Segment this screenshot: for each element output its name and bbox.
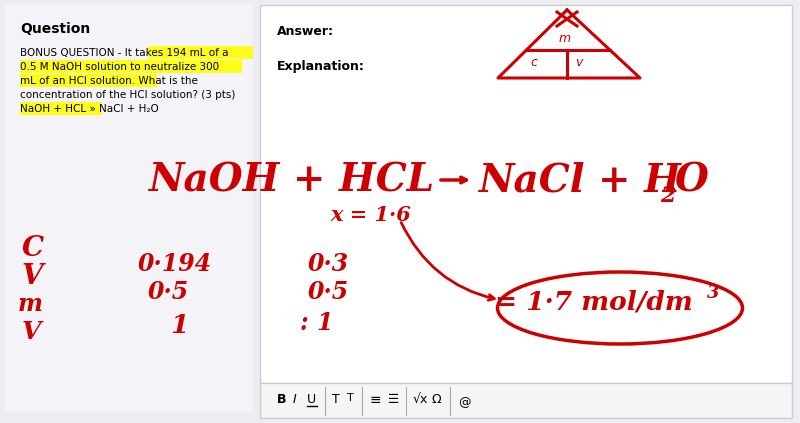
FancyBboxPatch shape — [20, 74, 157, 87]
Text: V: V — [22, 320, 42, 344]
Text: C: C — [22, 235, 44, 262]
Text: 1: 1 — [170, 313, 188, 338]
FancyBboxPatch shape — [20, 102, 102, 115]
Text: 2: 2 — [660, 185, 675, 207]
Text: 0·5: 0·5 — [308, 280, 350, 304]
FancyBboxPatch shape — [148, 46, 253, 59]
Text: 3: 3 — [707, 284, 719, 302]
Text: NaCl + H: NaCl + H — [478, 162, 681, 200]
FancyBboxPatch shape — [5, 5, 253, 413]
Text: 0·194: 0·194 — [138, 252, 212, 276]
Text: BONUS QUESTION - It takes 194 mL of a: BONUS QUESTION - It takes 194 mL of a — [20, 48, 229, 58]
Text: NaOH + HCL » NaCl + H₂O: NaOH + HCL » NaCl + H₂O — [20, 104, 158, 114]
Text: Explanation:: Explanation: — [277, 60, 365, 73]
FancyBboxPatch shape — [20, 60, 242, 73]
Text: concentration of the HCl solution? (3 pts): concentration of the HCl solution? (3 pt… — [20, 90, 235, 100]
Text: ☰: ☰ — [388, 393, 399, 406]
Text: T: T — [347, 393, 354, 403]
Text: m: m — [18, 292, 43, 316]
Text: Question: Question — [20, 22, 90, 36]
Text: v: v — [575, 56, 582, 69]
Text: 0.5 M NaOH solution to neutralize 300: 0.5 M NaOH solution to neutralize 300 — [20, 62, 219, 72]
Text: V: V — [22, 263, 43, 290]
Text: NaOH + HCL: NaOH + HCL — [148, 162, 434, 200]
Text: m: m — [559, 32, 571, 45]
Text: U: U — [307, 393, 316, 406]
Text: √x: √x — [413, 393, 428, 406]
Text: @: @ — [458, 396, 470, 409]
Text: I: I — [293, 393, 297, 406]
Text: Ω: Ω — [432, 393, 442, 406]
Text: x = 1·6: x = 1·6 — [330, 205, 410, 225]
Text: 0·5: 0·5 — [148, 280, 190, 304]
Text: : 1: : 1 — [300, 311, 334, 335]
Text: Answer:: Answer: — [277, 25, 334, 38]
Text: ≡: ≡ — [370, 393, 382, 407]
FancyBboxPatch shape — [260, 5, 792, 383]
Text: O: O — [675, 162, 709, 200]
Text: 0·3: 0·3 — [308, 252, 350, 276]
Text: c: c — [530, 56, 538, 69]
Text: B: B — [277, 393, 286, 406]
Text: mL of an HCl solution. What is the: mL of an HCl solution. What is the — [20, 76, 198, 86]
Text: T: T — [332, 393, 340, 406]
FancyBboxPatch shape — [260, 383, 792, 418]
Text: = 1·7 mol/dm: = 1·7 mol/dm — [495, 290, 693, 315]
